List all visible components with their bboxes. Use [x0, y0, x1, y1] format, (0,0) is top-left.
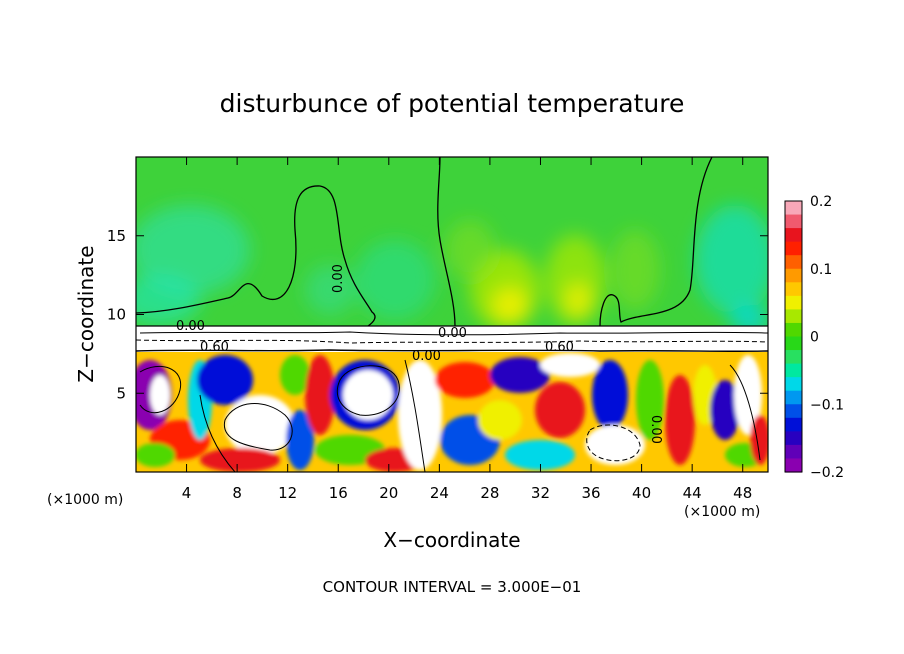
y-tick-label: 15: [107, 227, 126, 245]
colorbar-swatch: [785, 309, 802, 324]
y-tick-label: 5: [116, 384, 126, 402]
contour-label: 0.00: [331, 264, 346, 293]
contour-upper-3: [599, 157, 713, 327]
colorbar-swatch: [785, 431, 802, 446]
lower-field: [136, 352, 768, 472]
colorbar-swatch: [785, 214, 802, 229]
colorbar-swatch: [785, 282, 802, 297]
band-contour-mid: [139, 331, 768, 336]
colorbar-tick-label: −0.2: [810, 465, 844, 481]
colorbar: [785, 201, 802, 473]
y-axis-ticks: 5 10 15: [107, 227, 768, 402]
x-tick-label: 32: [531, 484, 550, 502]
y-axis-title: Z−coordinate: [74, 245, 98, 382]
contour-upper-2: [437, 157, 456, 327]
x-tick-label: 4: [182, 484, 192, 502]
colorbar-swatch: [785, 201, 802, 216]
x-tick-label: 8: [232, 484, 242, 502]
x-tick-label: 44: [683, 484, 702, 502]
upper-anomalies: [136, 205, 768, 335]
contour-label: 0.60: [545, 340, 574, 355]
contour-interval-note: CONTOUR INTERVAL = 3.000E−01: [323, 578, 582, 596]
colorbar-swatch: [785, 458, 802, 473]
x-axis-ticks: 4 8 12 16 20 24 28 32 36 40 44 48: [182, 157, 752, 502]
band-contour-bottom: [136, 349, 768, 352]
colorbar-swatch: [785, 390, 802, 405]
y-tick-label: 10: [107, 306, 126, 324]
contour-upper-1: [136, 185, 376, 329]
x-tick-label: 16: [329, 484, 348, 502]
colorbar-swatch: [785, 417, 802, 432]
colorbar-swatch: [785, 241, 802, 256]
colorbar-tick-label: −0.1: [810, 397, 844, 413]
contour-label: 0.60: [200, 340, 229, 355]
band-contour-dash: [136, 339, 768, 344]
colorbar-swatch: [785, 295, 802, 310]
colorbar-swatch: [785, 228, 802, 243]
contour-label: 0.00: [412, 349, 441, 364]
x-tick-label: 12: [278, 484, 297, 502]
contour-label: 0.00: [648, 415, 663, 444]
x-tick-label: 36: [581, 484, 600, 502]
plot-area: [136, 157, 768, 472]
chart-title: disturbunce of potential temperature: [220, 89, 685, 118]
colorbar-swatch: [785, 404, 802, 419]
colorbar-tick-label: 0.1: [810, 262, 832, 278]
colorbar-swatch: [785, 363, 802, 378]
colorbar-swatch: [785, 350, 802, 365]
contour-label: 0.00: [176, 319, 205, 334]
x-axis-title: X−coordinate: [383, 528, 520, 552]
colorbar-frame: [784, 200, 803, 473]
x-tick-label: 24: [430, 484, 449, 502]
colorbar-tick-label: 0.2: [810, 194, 832, 210]
x-tick-label: 48: [733, 484, 752, 502]
colorbar-swatch: [785, 377, 802, 392]
inversion-band: [136, 326, 768, 352]
colorbar-tick-label: 0: [810, 330, 819, 346]
contour-label: 0.00: [438, 326, 467, 341]
colorbar-swatch: [785, 268, 802, 283]
colorbar-swatch: [785, 255, 802, 270]
colorbar-swatch: [785, 444, 802, 460]
x-tick-label: 40: [632, 484, 651, 502]
colorbar-swatch: [785, 336, 802, 351]
z-unit-label: (×1000 m): [47, 492, 123, 508]
x-tick-label: 20: [379, 484, 398, 502]
x-unit-label: (×1000 m): [684, 504, 760, 520]
colorbar-tick-labels: 0.2 0.1 0 −0.1 −0.2: [810, 194, 844, 481]
x-tick-label: 28: [480, 484, 499, 502]
colorbar-swatch: [785, 322, 802, 338]
